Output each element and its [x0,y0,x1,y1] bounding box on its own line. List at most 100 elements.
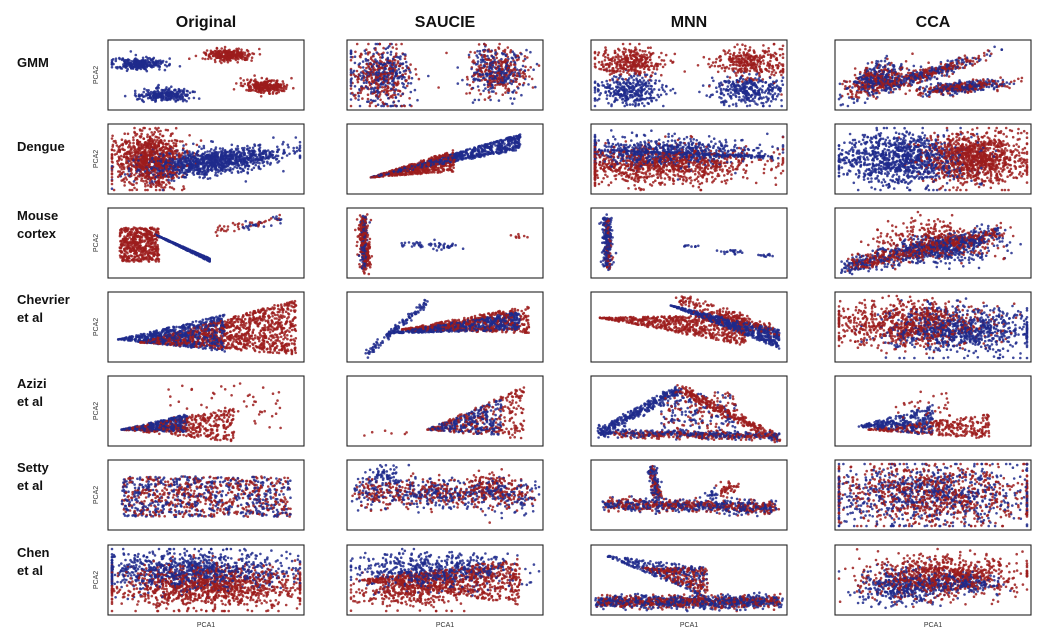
scatter-point [125,65,128,69]
scatter-point [745,68,749,72]
scatter-point [643,53,646,56]
scatter-point [372,54,375,58]
scatter-point [178,65,182,68]
scatter-point [366,78,369,82]
scatter-point [763,49,767,53]
scatter-point [352,73,356,76]
scatter-point [134,62,137,65]
scatter-point [372,99,375,103]
scatter-point [504,54,508,57]
scatter-point [651,96,654,100]
scatter-point [739,76,743,80]
scatter-point [902,82,906,86]
scatter-point [597,84,601,87]
scatter-point [376,89,379,92]
scatter-point [642,79,646,82]
scatter-point [506,82,509,86]
scatter-point [605,69,609,73]
scatter-point [875,91,879,95]
scatter-point [718,64,722,68]
scatter-point [608,73,612,76]
scatter-point [254,81,257,85]
scatter-point [593,56,597,59]
scatter-point [374,71,378,75]
scatter-point [181,140,184,143]
scatter-point [520,93,523,97]
scatter-point [970,90,973,93]
scatter-point [734,102,738,105]
scatter-point [875,89,878,92]
scatter-point [282,87,286,90]
scatter-point [753,96,757,99]
scatter-point [757,97,761,101]
scatter-point [659,93,663,97]
scatter-point [925,85,928,88]
scatter-point [636,52,640,56]
scatter-point [978,87,982,90]
scatter-point [638,42,641,46]
scatter-point [628,96,632,99]
scatter-point [251,52,254,55]
scatter-point [369,68,373,72]
scatter-point [281,80,285,83]
scatter-point [646,101,650,105]
scatter-point [400,104,404,108]
scatter-point [767,97,770,100]
scatter-point [361,66,365,69]
scatter-point [172,187,176,191]
scatter-point [410,76,414,80]
scatter-point [199,139,203,142]
scatter-point [848,85,852,88]
scatter-point [929,72,933,76]
scatter-point [380,66,383,69]
scatter-point [752,58,755,61]
scatter-point [936,87,939,90]
scatter-point [1008,86,1011,90]
scatter-point [375,60,379,63]
scatter-point [696,64,700,67]
scatter-point [489,87,492,90]
scatter-point [604,46,607,49]
scatter-point [899,66,902,70]
scatter-point [494,84,497,87]
scatter-point [139,67,143,71]
scatter-point [757,93,760,96]
scatter-point [273,87,277,90]
scatter-point [537,64,541,67]
scatter-point [732,93,735,96]
scatter-point [722,101,726,105]
scatter-point [513,66,517,69]
scatter-point [963,54,967,57]
scatter-point [387,68,391,71]
scatter-point [375,51,379,54]
scatter-point [120,158,123,161]
scatter-point [906,71,910,75]
scatter-point [254,78,257,81]
scatter-point [292,86,295,90]
scatter-point [909,79,913,82]
scatter-point [984,59,988,62]
scatter-point [517,86,520,90]
scatter-point [596,98,599,102]
scatter-point [855,91,859,94]
scatter-point [232,88,236,91]
scatter-point [354,50,357,54]
column-title-cca: CCA [916,14,951,31]
scatter-point [267,86,270,90]
scatter-point [911,73,914,76]
scatter-point [761,59,765,62]
scatter-point [731,103,735,106]
scatter-point [268,79,272,83]
column-title-saucie: SAUCIE [415,14,476,31]
scatter-point [638,49,642,52]
scatter-point [241,84,245,88]
scatter-point [359,52,363,56]
scatter-point [852,82,855,86]
scatter-point [618,81,621,84]
scatter-point [215,54,218,58]
panel-1-saucie [346,39,544,111]
scatter-point [777,65,780,68]
scatter-point [516,54,519,57]
scatter-point [745,96,749,99]
